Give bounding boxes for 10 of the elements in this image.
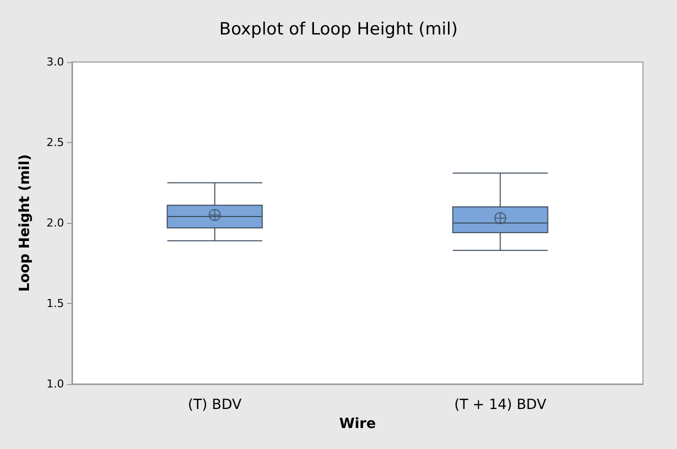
y-tick-label: 2.0 (46, 216, 64, 230)
x-axis-title: Wire (339, 416, 376, 432)
y-tick-label: 1.0 (46, 378, 64, 390)
y-tick-label: 3.0 (46, 56, 64, 68)
chart-title: Boxplot of Loop Height (mil) (219, 20, 458, 40)
x-tick-label: (T) BDV (188, 397, 242, 413)
y-tick-label: 2.5 (46, 136, 64, 149)
y-axis-title: Loop Height (mil) (17, 154, 33, 292)
x-tick-label: (T + 14) BDV (454, 397, 547, 413)
y-tick-label: 1.5 (46, 297, 64, 310)
